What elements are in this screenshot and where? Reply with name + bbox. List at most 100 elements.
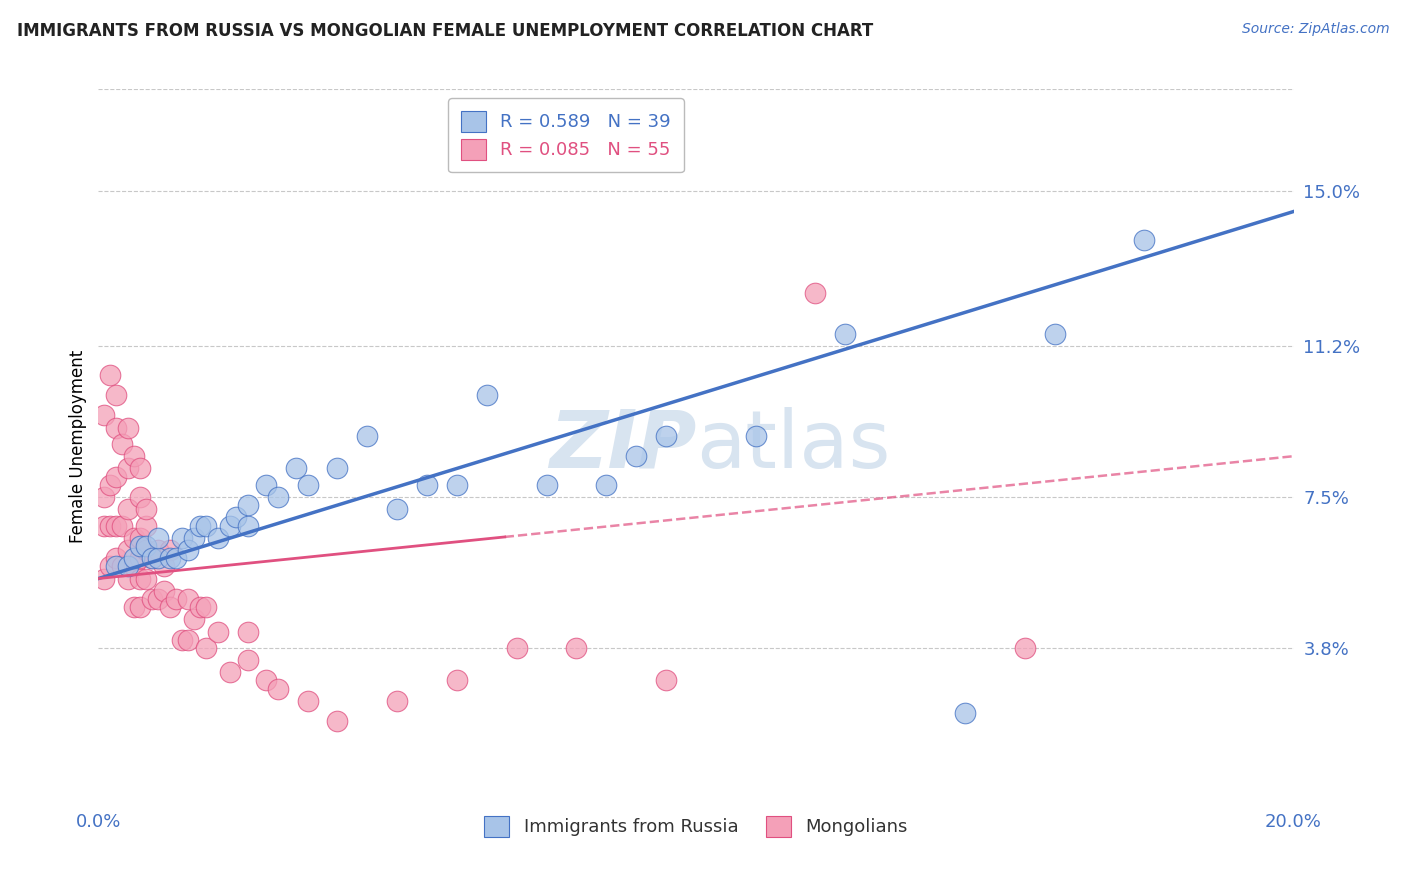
Point [297,694,319,708]
Point [117,572,139,586]
Point [105,551,128,566]
Point [117,502,139,516]
Point [326,714,349,729]
Point [111,437,134,451]
Point [124,531,146,545]
Point [148,543,170,558]
Point [172,632,194,647]
Point [105,420,128,434]
Point [93,490,115,504]
Point [129,461,152,475]
Point [98,518,122,533]
Point [219,518,242,533]
Point [177,543,200,558]
Point [416,477,439,491]
Point [129,539,152,553]
Text: Source: ZipAtlas.com: Source: ZipAtlas.com [1241,22,1389,37]
Point [111,559,134,574]
Point [195,518,218,533]
Point [536,477,558,491]
Point [98,559,122,574]
Point [207,531,229,545]
Point [93,572,115,586]
Point [117,420,139,434]
Point [129,490,152,504]
Point [804,286,827,301]
Point [254,673,277,688]
Point [135,543,157,558]
Point [195,640,218,655]
Y-axis label: Female Unemployment: Female Unemployment [69,350,87,542]
Point [236,498,259,512]
Point [129,531,152,545]
Point [129,551,152,566]
Point [219,665,242,680]
Point [446,673,468,688]
Point [117,559,139,574]
Point [225,510,247,524]
Point [356,429,378,443]
Point [565,640,588,655]
Point [124,559,146,574]
Point [177,591,200,606]
Point [655,429,678,443]
Point [159,600,181,615]
Point [105,518,128,533]
Point [195,600,218,615]
Point [159,543,181,558]
Point [165,551,187,566]
Point [153,559,176,574]
Point [655,673,678,688]
Point [141,551,163,566]
Point [595,477,617,491]
Point [129,600,152,615]
Point [475,388,498,402]
Point [129,572,152,586]
Point [177,632,200,647]
Point [105,388,128,402]
Point [117,461,139,475]
Point [326,461,349,475]
Point [135,572,157,586]
Point [105,469,128,483]
Point [183,531,205,545]
Point [148,551,170,566]
Point [135,502,157,516]
Point [236,518,259,533]
Point [135,539,157,553]
Point [124,449,146,463]
Point [254,477,277,491]
Point [953,706,976,720]
Text: atlas: atlas [696,407,890,485]
Point [834,326,856,341]
Point [236,653,259,667]
Point [626,449,648,463]
Point [188,600,211,615]
Text: ZIP: ZIP [548,407,696,485]
Point [159,551,181,566]
Point [135,518,157,533]
Point [153,583,176,598]
Point [284,461,307,475]
Point [124,551,146,566]
Point [188,518,211,533]
Point [446,477,468,491]
Point [183,612,205,626]
Point [236,624,259,639]
Point [98,368,122,382]
Point [745,429,768,443]
Point [172,531,194,545]
Point [385,694,409,708]
Point [105,559,128,574]
Point [1043,326,1066,341]
Point [1133,233,1156,247]
Point [141,591,163,606]
Legend: Immigrants from Russia, Mongolians: Immigrants from Russia, Mongolians [477,808,915,844]
Point [117,543,139,558]
Point [1014,640,1036,655]
Point [93,518,115,533]
Point [165,591,187,606]
Point [297,477,319,491]
Point [148,591,170,606]
Point [141,551,163,566]
